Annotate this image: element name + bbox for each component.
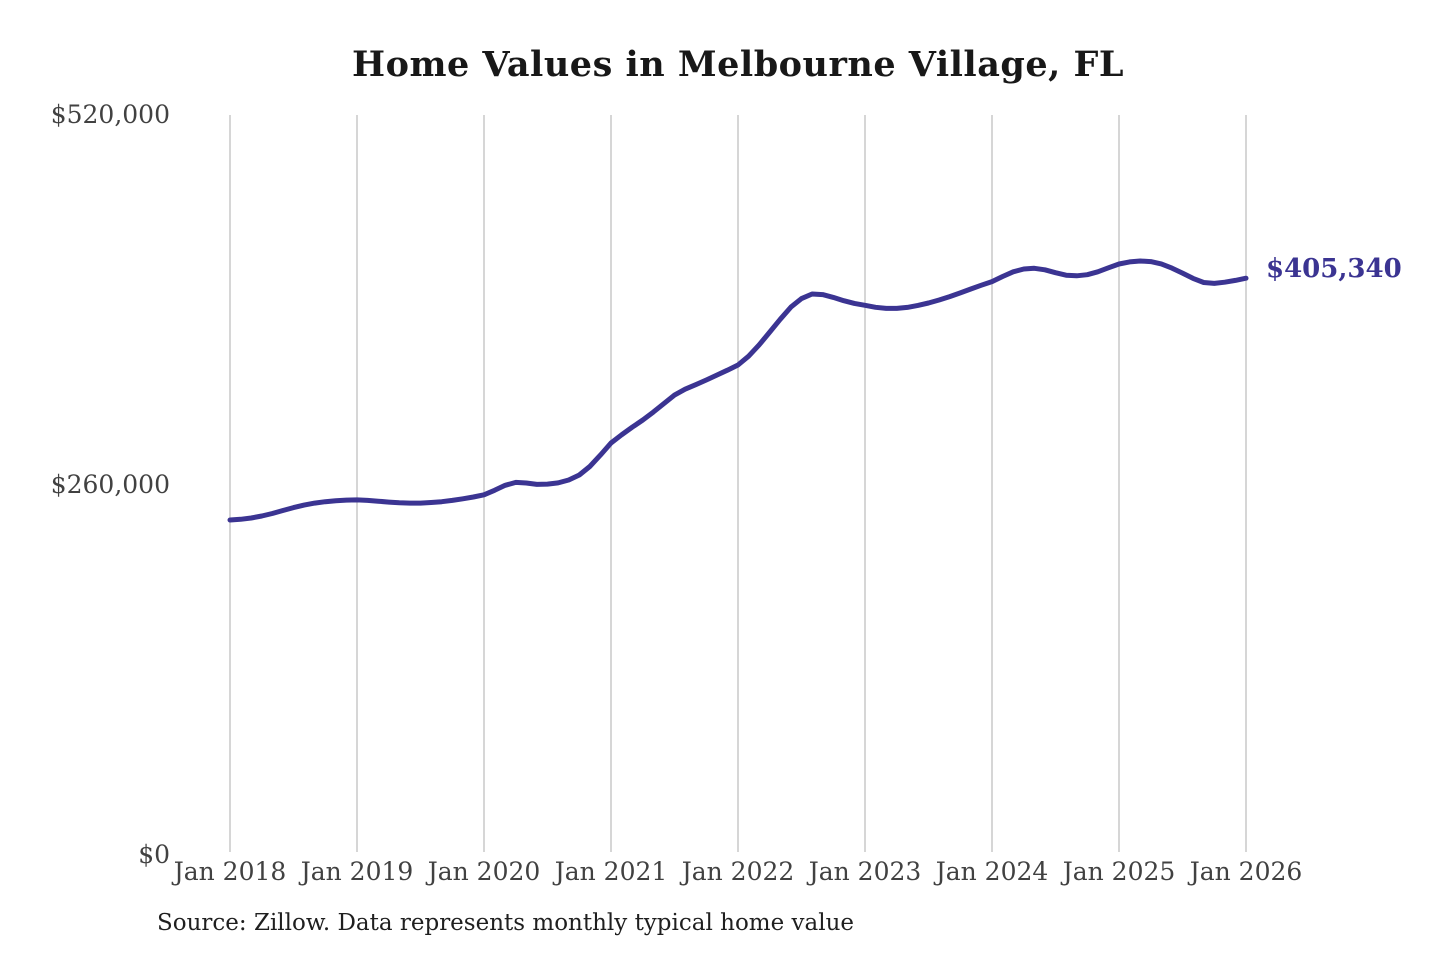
home-values-line-series [227,258,1249,523]
y-axis-tick-label: $0 [138,840,170,869]
x-axis-tick-label: Jan 2025 [1062,857,1176,886]
y-axis-tick-label: $520,000 [50,100,170,129]
latest-value-label: $405,340 [1266,254,1402,285]
gridlines-group [229,115,1247,852]
x-axis-tick-label: Jan 2023 [808,857,922,886]
x-axis-tick-label: Jan 2024 [935,857,1049,886]
y-axis-tick-label: $260,000 [50,470,170,499]
source-note: Source: Zillow. Data represents monthly … [157,910,855,936]
chart-title: Home Values in Melbourne Village, FL [352,44,1124,85]
x-axis-tick-label: Jan 2019 [300,857,414,886]
x-axis-tick-label: Jan 2020 [427,857,541,886]
x-axis-tick-label: Jan 2021 [554,857,668,886]
x-axis-tick-label: Jan 2022 [681,857,795,886]
x-axis-tick-label: Jan 2026 [1189,857,1303,886]
x-axis-tick-label: Jan 2018 [173,857,287,886]
